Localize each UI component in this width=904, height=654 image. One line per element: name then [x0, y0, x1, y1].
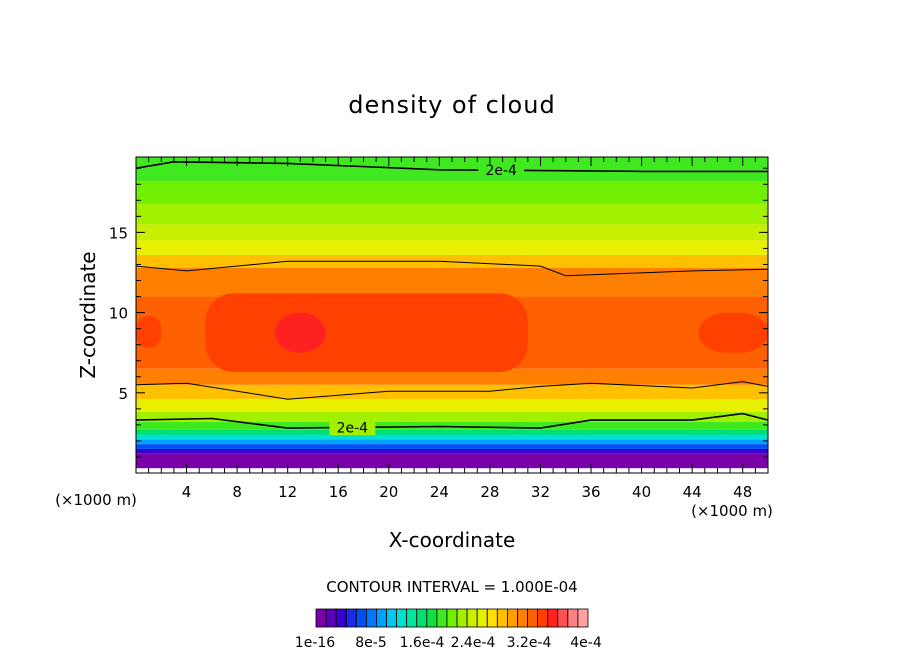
- colorbar-swatch: [376, 608, 387, 628]
- x-tick-label: 40: [632, 483, 651, 501]
- high-density-region-0: [205, 293, 528, 372]
- x-tick-label: 36: [581, 483, 600, 501]
- contour-label-0: 2e-4: [485, 163, 517, 179]
- contour-band-5: [136, 429, 768, 435]
- colorbar-swatch: [426, 608, 438, 628]
- colorbar-swatch: [365, 608, 377, 628]
- contour-band-0: [136, 453, 768, 469]
- y-tick-label: 15: [109, 224, 128, 242]
- high-density-region-2: [698, 312, 768, 353]
- colorbar-label: 1.6e-4: [400, 635, 445, 651]
- contour-band-9: [136, 384, 768, 400]
- colorbar-swatch: [436, 608, 448, 628]
- colorbar-swatch: [567, 608, 579, 628]
- colorbar-swatch: [577, 608, 589, 628]
- colorbar-label: 1e-16: [295, 635, 335, 651]
- contour-line-0: [136, 160, 768, 173]
- contour-band-8: [136, 399, 768, 413]
- colorbar-swatch: [315, 608, 327, 628]
- contour-line-2: [136, 381, 768, 400]
- colorbar-swatch: [527, 608, 539, 628]
- colorbar-swatch: [456, 608, 468, 628]
- colorbar-swatch: [547, 608, 559, 628]
- x-tick-label: 8: [232, 483, 242, 501]
- colorbar: [315, 608, 589, 628]
- y-tick-label: 10: [109, 305, 128, 323]
- contour-band-1: [136, 448, 768, 454]
- colorbar-swatch: [345, 608, 357, 628]
- x-axis-unit: (×1000 m): [55, 491, 137, 509]
- x-tick-label: 32: [531, 483, 550, 501]
- x-tick-label: 28: [480, 483, 499, 501]
- contour-band-17: [136, 181, 768, 204]
- contour-band-2: [136, 444, 768, 449]
- colorbar-swatch: [486, 608, 498, 628]
- high-density-region-1: [136, 315, 162, 348]
- contour-label-1: 2e-4: [337, 420, 369, 436]
- contour-band-16: [136, 203, 768, 225]
- colorbar-label: 3.2e-4: [507, 635, 552, 651]
- y-tick-label: 5: [118, 385, 128, 403]
- contour-band-4: [136, 434, 768, 440]
- high-density-region-3: [275, 312, 326, 353]
- colorbar-swatch: [496, 608, 508, 628]
- colorbar-swatch: [446, 608, 458, 628]
- x-tick-label: 24: [430, 483, 449, 501]
- chart-title: density of cloud: [348, 91, 555, 119]
- colorbar-labels: 1e-16 8e-5 1.6e-4 2.4e-4 3.2e-4 4e-4: [295, 635, 602, 651]
- contour-band-3: [136, 439, 768, 445]
- colorbar-swatch: [517, 608, 528, 628]
- x-tick-label: 44: [683, 483, 702, 501]
- colorbar-swatch: [476, 608, 488, 628]
- contour-band-7: [136, 412, 768, 422]
- contour-band-6: [136, 421, 768, 430]
- colorbar-label: 2.4e-4: [451, 635, 496, 651]
- colorbar-swatch: [386, 608, 397, 628]
- contour-line-1: [136, 260, 768, 277]
- x-tick-label: 4: [182, 483, 192, 501]
- contour-label-bg-1: [329, 418, 376, 436]
- colorbar-swatch: [355, 608, 367, 628]
- colorbar-swatch: [396, 608, 408, 628]
- y-axis-unit: (×1000 m): [691, 502, 773, 520]
- contour-band-10: [136, 368, 768, 385]
- contour-band-14: [136, 240, 768, 255]
- colorbar-swatch: [557, 608, 569, 628]
- colorbar-swatch: [335, 608, 347, 628]
- contour-line-3: [136, 412, 768, 429]
- contour-band-13: [136, 254, 768, 268]
- x-tick-label: 48: [733, 483, 752, 501]
- x-tick-label: 12: [278, 483, 297, 501]
- x-tick-label: 16: [329, 483, 348, 501]
- y-axis-label: Z-coordinate: [76, 251, 100, 378]
- colorbar-swatch: [325, 608, 337, 628]
- colorbar-swatch: [466, 608, 478, 628]
- colorbar-swatch: [507, 608, 518, 628]
- colorbar-label: 8e-5: [355, 635, 386, 651]
- colorbar-label: 4e-4: [570, 635, 602, 651]
- contour-lines: 2e-4 2e-4: [136, 160, 768, 436]
- colorbar-swatch: [416, 608, 428, 628]
- contour-band-15: [136, 224, 768, 241]
- colorbar-swatch: [406, 608, 418, 628]
- x-axis-label: X-coordinate: [389, 528, 516, 552]
- contour-interval-label: CONTOUR INTERVAL = 1.000E-04: [326, 578, 577, 596]
- colorbar-swatch: [537, 608, 549, 628]
- x-tick-label: 20: [379, 483, 398, 501]
